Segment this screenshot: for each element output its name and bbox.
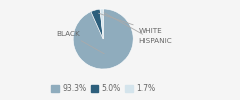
Text: WHITE: WHITE [99, 13, 162, 34]
Wedge shape [73, 9, 133, 69]
Wedge shape [91, 9, 103, 39]
Legend: 93.3%, 5.0%, 1.7%: 93.3%, 5.0%, 1.7% [48, 81, 158, 96]
Wedge shape [100, 9, 103, 39]
Text: BLACK: BLACK [57, 31, 104, 54]
Text: HISPANIC: HISPANIC [104, 13, 172, 44]
